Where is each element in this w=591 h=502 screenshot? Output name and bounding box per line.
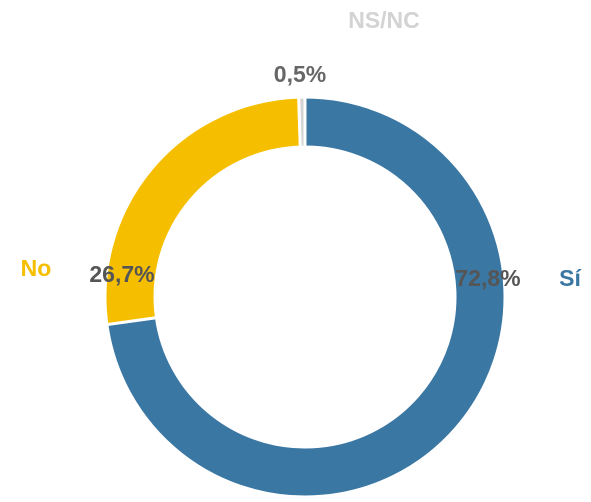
value-label: 72,8% [455, 265, 520, 291]
value-label: 26,7% [89, 261, 154, 287]
donut-slice [297, 95, 307, 149]
category-label: Sí [559, 265, 582, 291]
donut-slice [103, 95, 302, 327]
value-label: 0,5% [274, 61, 326, 87]
donut-slice [105, 95, 507, 499]
category-label: NS/NC [348, 7, 420, 33]
category-label: No [21, 255, 52, 281]
